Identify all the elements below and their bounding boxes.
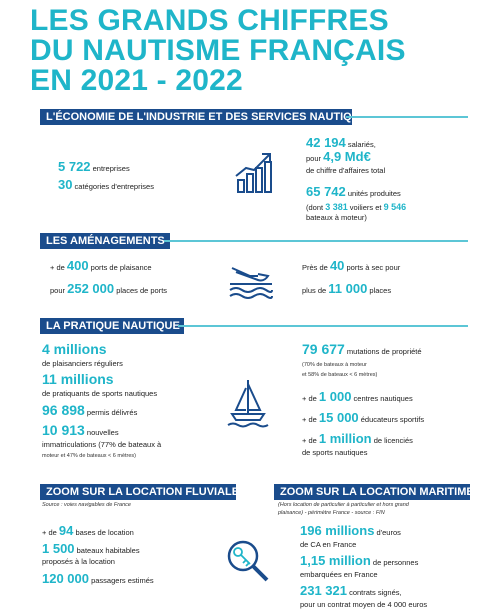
title-line-2: DU NAUTISME FRANÇAIS (30, 34, 406, 67)
stat-voiliers: (dont 3 381 voiliers et 9 546 (306, 202, 407, 212)
stat-mutations-line3: et 58% de bateaux < 6 mètres) (302, 372, 378, 378)
stat-chiffre-affaires: pour 4,9 Md€ (306, 149, 371, 164)
section-header-pratique: LA PRATIQUE NAUTIQUE (40, 318, 184, 334)
note-maritime-1: (Hors location de particulier à particul… (278, 502, 409, 508)
stat-permis: 96 898 permis délivrés (42, 402, 138, 418)
stat-passagers: 120 000 passagers estimés (42, 571, 154, 586)
stat-salaries: 42 194 salariés, (306, 135, 376, 150)
section-divider (164, 240, 468, 242)
section-header-economie: L'ÉCONOMIE DE L'INDUSTRIE ET DES SERVICE… (40, 109, 374, 125)
note-maritime-2: plaisance) - périmètre France - source :… (278, 510, 385, 516)
stat-categories: 30 catégories d'entreprises (58, 177, 154, 192)
section-divider (346, 116, 468, 118)
page-title: LES GRANDS CHIFFRES DU NAUTISME FRANÇAIS… (30, 6, 406, 96)
stat-mutations: 79 677 mutations de propriété (302, 341, 422, 357)
stat-pratiquants-label: de pratiquants de sports nautiques (42, 389, 158, 398)
stat-bases: + de 94 bases de location (42, 523, 134, 538)
section-header-amenagements: LES AMÉNAGEMENTS (40, 233, 170, 249)
section-header-maritime: ZOOM SUR LA LOCATION MARITIME (274, 484, 474, 500)
stat-places-sec: plus de 11 000 places (302, 281, 392, 296)
stat-plaisanciers: 4 millions (42, 341, 107, 357)
stat-immat-line2: immatriculations (77% de bateaux à (42, 440, 162, 449)
stat-moteur-label: bateaux à moteur) (306, 213, 367, 222)
stat-contrats-line2: pour un contrat moyen de 4 000 euros (300, 600, 428, 609)
sailboat-icon (226, 378, 270, 435)
stat-mutations-line2: (70% de bateaux à moteur (302, 362, 367, 368)
key-magnifier-icon (225, 538, 271, 589)
stat-pratiquants: 11 millions (42, 371, 114, 387)
stat-ports: + de 400 ports de plaisance (50, 258, 152, 273)
stat-immatriculations: 10 913 nouvelles (42, 422, 119, 438)
source-fluviale: Source : voies navigables de France (42, 502, 131, 508)
title-line-3: EN 2021 - 2022 (30, 64, 243, 97)
stat-contrats: 231 321 contrats signés, (300, 583, 402, 598)
stat-immat-line3: moteur et 47% de bateaux < 6 mètres) (42, 453, 137, 459)
stat-licencies-line2: de sports nautiques (302, 448, 368, 457)
growth-chart-icon (232, 150, 282, 201)
stat-personnes-line2: embarquées en France (300, 570, 378, 579)
stat-places-ports: pour 252 000 places de ports (50, 281, 168, 296)
stat-ca-maritime: 196 millions d'euros (300, 523, 401, 538)
boat-ramp-icon (228, 262, 274, 303)
stat-entreprises: 5 722 entreprises (58, 159, 130, 174)
stat-bateaux-line2: proposés à la location (42, 557, 115, 566)
stat-ca-label: de chiffre d'affaires total (306, 166, 386, 175)
stat-plaisanciers-label: de plaisanciers réguliers (42, 359, 123, 368)
stat-ports-sec: Près de 40 ports à sec pour (302, 258, 401, 273)
section-header-fluviale: ZOOM SUR LA LOCATION FLUVIALE (40, 484, 239, 500)
stat-centres: + de 1 000 centres nautiques (302, 389, 413, 404)
stat-licencies: + de 1 million de licenciés (302, 431, 413, 446)
stat-personnes: 1,15 million de personnes (300, 553, 419, 568)
stat-unites: 65 742 unités produites (306, 184, 401, 199)
stat-educateurs: + de 15 000 éducateurs sportifs (302, 410, 425, 425)
stat-ca-maritime-line2: de CA en France (300, 540, 357, 549)
stat-bateaux-habitables: 1 500 bateaux habitables (42, 541, 140, 556)
title-line-1: LES GRANDS CHIFFRES (30, 4, 389, 37)
section-divider (178, 325, 468, 327)
